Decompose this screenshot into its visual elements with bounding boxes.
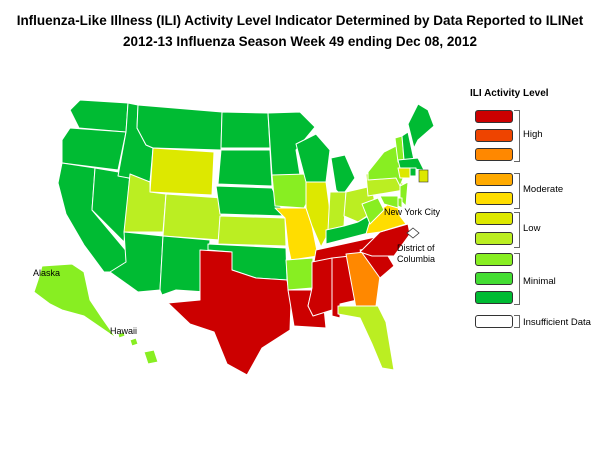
- state-ak: [33, 263, 117, 339]
- state-mt: [136, 104, 223, 151]
- state-me: [407, 103, 435, 149]
- map-subtitle: 2012-13 Influenza Season Week 49 ending …: [123, 34, 477, 49]
- state-tx: [167, 249, 292, 376]
- legend-swatch-level-0: [475, 315, 513, 328]
- nyc-label: New York City: [384, 207, 441, 217]
- legend-label-moderate: Moderate: [523, 184, 564, 195]
- state-ne: [215, 185, 286, 217]
- state-ms: [307, 257, 333, 317]
- state-fl: [337, 305, 395, 371]
- state-wv: [361, 197, 385, 225]
- state-nm: [159, 235, 211, 296]
- map-title: Influenza-Like Illness (ILI) Activity Le…: [16, 13, 584, 28]
- state-ks: [217, 215, 287, 247]
- state-nc: [359, 223, 411, 257]
- legend-swatch-level-10: [475, 110, 513, 123]
- legend-swatch-level-9: [475, 129, 513, 142]
- state-md: [379, 195, 399, 209]
- legend-label-insufficient: Insufficient Data: [523, 317, 591, 328]
- legend-swatch-level-5: [475, 212, 513, 225]
- legend-swatch-level-7: [475, 173, 513, 186]
- dc-label-line2: Columbia: [397, 254, 436, 264]
- legend-label-high: High: [523, 129, 543, 140]
- state-sd: [217, 149, 273, 187]
- legend-bracket-insufficient: [514, 315, 520, 328]
- state-ar: [285, 257, 314, 291]
- legend-swatch-level-4: [475, 232, 513, 245]
- state-wi: [295, 133, 331, 183]
- state-co: [162, 193, 223, 241]
- state-nd: [220, 111, 271, 149]
- legend-bracket-high: [514, 110, 520, 162]
- dc-label-line1: District of: [397, 243, 435, 253]
- state-wa: [69, 99, 129, 133]
- legend-bracket-minimal: [514, 253, 520, 305]
- state-wy: [149, 147, 215, 196]
- legend-label-low: Low: [523, 223, 541, 234]
- legend-swatch-level-6: [475, 192, 513, 205]
- state-or: [61, 127, 127, 171]
- legend-bracket-moderate: [514, 173, 520, 209]
- legend-bracket-low: [514, 212, 520, 248]
- legend-title: ILI Activity Level: [470, 88, 549, 99]
- hawaii-label: Hawaii: [110, 326, 138, 336]
- state-hi: [117, 331, 159, 365]
- alaska-label: Alaska: [33, 268, 61, 278]
- state-ri: [409, 167, 417, 177]
- state-mi: [330, 154, 356, 197]
- legend-swatch-level-8: [475, 148, 513, 161]
- legend-swatch-level-1: [475, 291, 513, 304]
- state-ct: [397, 167, 411, 179]
- legend-swatch-level-3: [475, 253, 513, 266]
- dc-marker: [406, 227, 420, 239]
- legend-label-minimal: Minimal: [523, 276, 556, 287]
- nyc-marker: [418, 169, 429, 183]
- state-in: [327, 191, 347, 231]
- legend-swatch-level-2: [475, 272, 513, 285]
